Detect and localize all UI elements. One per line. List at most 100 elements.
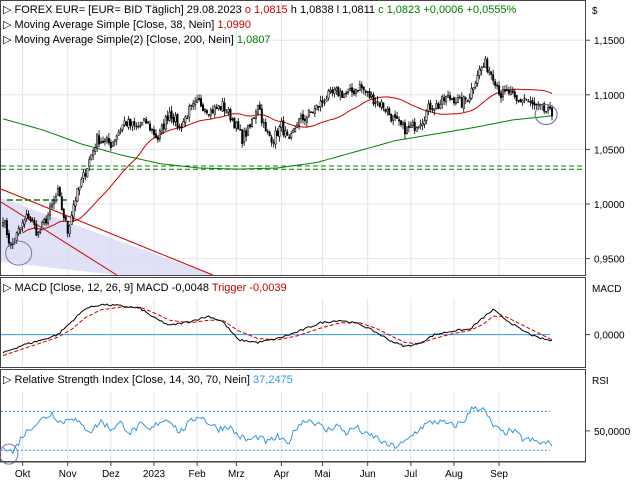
candle-body — [200, 98, 203, 107]
candle-body — [366, 91, 369, 93]
macd-path — [2, 303, 553, 354]
candle-body — [209, 109, 212, 116]
x-tick-label: Mrz — [228, 469, 245, 480]
high-value: 1,0838 — [300, 4, 334, 16]
candle-body — [221, 101, 224, 112]
candle-body — [384, 109, 387, 112]
candle-body — [149, 123, 152, 131]
x-tick-label: Aug — [445, 469, 463, 480]
candle-body — [374, 102, 377, 104]
candle-body — [284, 130, 287, 137]
candle-body — [90, 154, 93, 160]
candle-body — [439, 104, 442, 109]
candle-body — [7, 233, 10, 244]
candle-body — [174, 115, 177, 122]
candle-body — [321, 99, 324, 103]
candle-body — [251, 119, 253, 127]
candle-body — [176, 113, 179, 128]
candle-body — [437, 103, 440, 109]
candle-body — [186, 117, 189, 120]
candle-body — [335, 87, 338, 91]
candle-body — [252, 117, 255, 119]
candle-body — [233, 117, 236, 129]
candle-body — [276, 130, 279, 137]
candle-body — [358, 84, 361, 91]
candle-body — [33, 220, 36, 225]
rsi-panel: 50,0000 RSI ▷ Relative Strength Index [C… — [0, 369, 631, 465]
candle-body — [490, 71, 493, 75]
candle-body — [525, 99, 528, 101]
candle-body — [98, 135, 101, 145]
candle-body — [331, 89, 334, 94]
candle-body — [3, 219, 6, 225]
candle-body — [517, 100, 520, 102]
price-legend: ▷ FOREX EUR= [EUR= BID Täglich] 29.08.20… — [3, 4, 517, 46]
candle-body — [166, 115, 169, 121]
currency-label: $ — [592, 6, 598, 17]
candle-body — [431, 108, 434, 111]
candle-body — [360, 84, 363, 89]
x-tick-label: 2023 — [143, 469, 166, 480]
candle-body — [380, 101, 383, 108]
candle-body — [160, 124, 163, 133]
candle-body — [207, 114, 210, 116]
candle-body — [305, 117, 308, 123]
candle-body — [372, 94, 375, 105]
candle-body — [127, 119, 130, 128]
candle-body — [382, 102, 385, 109]
candle-body — [129, 118, 132, 126]
trigger-value: -0,0039 — [249, 282, 286, 294]
candle-body — [119, 129, 122, 132]
candle-body — [137, 126, 140, 128]
candle-body — [25, 214, 28, 219]
macd-panel: 0,0000 MACD ▷ MACD [Close, 12, 26, 9] MA… — [0, 277, 625, 368]
legend-arrow-icon: ▷ — [3, 282, 12, 294]
candle-body — [15, 232, 18, 241]
x-tick-label: Nov — [59, 469, 77, 480]
candle-body — [388, 108, 391, 116]
candle-body — [405, 126, 408, 135]
candle-body — [180, 126, 183, 129]
candle-body — [425, 110, 428, 121]
circle-marker — [0, 443, 19, 465]
candle-body — [192, 103, 195, 108]
candle-body — [454, 102, 457, 104]
candle-body — [449, 95, 452, 100]
candle-body — [172, 117, 175, 123]
candle-body — [464, 97, 467, 100]
candle-body — [133, 121, 136, 126]
candle-body — [298, 118, 301, 126]
candle-body — [154, 133, 157, 138]
candle-body — [102, 140, 104, 143]
candle-body — [390, 113, 393, 122]
candle-body — [511, 90, 514, 93]
candle-body — [254, 111, 257, 119]
x-tick-label: Feb — [188, 469, 206, 480]
candle-body — [413, 121, 416, 131]
candle-body — [427, 103, 430, 112]
candle-body — [423, 120, 426, 125]
rsi-title: Relative Strength Index — [15, 374, 130, 386]
candle-body — [421, 123, 424, 126]
candle-body — [182, 121, 185, 128]
candle-body — [447, 94, 450, 98]
candle-body — [415, 127, 418, 132]
candle-body — [215, 107, 218, 109]
candle-body — [403, 122, 406, 135]
candle-body — [156, 136, 159, 140]
price-channel — [0, 188, 213, 276]
candle-body — [274, 130, 277, 145]
candle-body — [139, 125, 142, 127]
y-tick-label: 0,9500 — [594, 255, 625, 266]
candle-body — [433, 108, 436, 111]
candle-body — [94, 147, 97, 152]
candle-body — [492, 74, 495, 81]
candle-body — [496, 84, 499, 87]
candle-body — [292, 129, 295, 133]
candle-body — [429, 102, 432, 110]
candle-body — [362, 86, 365, 91]
sma38-value: 1,0990 — [217, 19, 251, 31]
candle-body — [378, 102, 381, 107]
candle-body — [303, 118, 306, 121]
